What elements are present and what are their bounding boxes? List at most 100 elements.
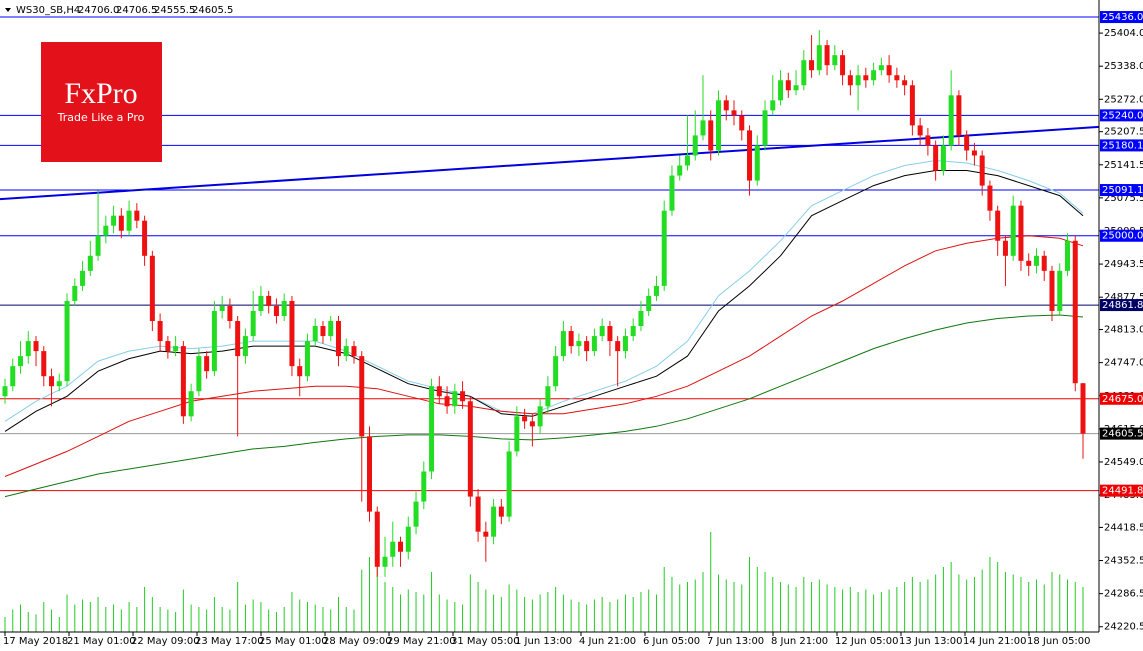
candle-body bbox=[568, 331, 574, 347]
candle-body bbox=[607, 326, 613, 342]
candle-body bbox=[863, 75, 869, 81]
candle-body bbox=[793, 85, 799, 91]
candle-body bbox=[584, 341, 590, 352]
candle-body bbox=[421, 471, 427, 502]
candle-body bbox=[343, 346, 349, 357]
level-label: 24861.8 bbox=[1102, 300, 1143, 311]
y-tick-label: 24418.5 bbox=[1104, 522, 1143, 533]
candle-body bbox=[677, 165, 683, 176]
candle-body bbox=[770, 100, 776, 111]
candle-body bbox=[374, 511, 380, 567]
candle-body bbox=[964, 135, 970, 151]
candle-body bbox=[522, 416, 528, 422]
candle-body bbox=[204, 356, 210, 372]
candle-body bbox=[1002, 240, 1008, 256]
x-tick-label: 28 May 09:00 bbox=[323, 636, 392, 647]
x-tick-label: 8 Jun 21:00 bbox=[771, 636, 828, 647]
candle-body bbox=[560, 331, 566, 357]
y-tick-label: 24220.5 bbox=[1104, 622, 1143, 633]
candle-body bbox=[126, 210, 132, 231]
level-label-box bbox=[1100, 184, 1143, 197]
x-tick-label: 12 Jun 05:00 bbox=[835, 636, 899, 647]
candle-body bbox=[878, 65, 884, 71]
candle-body bbox=[95, 235, 101, 256]
candle-body bbox=[715, 100, 721, 151]
candle-body bbox=[778, 80, 784, 101]
candle-body bbox=[227, 305, 233, 322]
candle-body bbox=[250, 310, 256, 337]
candle-body bbox=[196, 356, 202, 392]
candle-body bbox=[995, 210, 1001, 241]
y-tick-label: 25207.5 bbox=[1104, 127, 1143, 138]
x-tick-label: 6 Jun 05:00 bbox=[643, 636, 700, 647]
candle-body bbox=[956, 95, 962, 136]
candle-body bbox=[211, 310, 217, 372]
candle-body bbox=[498, 506, 504, 517]
candle-body bbox=[537, 406, 543, 427]
candle-body bbox=[785, 80, 791, 91]
candle-body bbox=[824, 45, 830, 66]
x-tick-label: 18 Jun 05:00 bbox=[1027, 636, 1091, 647]
candle-body bbox=[747, 130, 753, 181]
candle-body bbox=[281, 300, 287, 316]
level-label: 25240.0 bbox=[1102, 110, 1143, 121]
candle-body bbox=[467, 401, 473, 497]
candle-body bbox=[576, 341, 582, 347]
y-tick-label: 24286.5 bbox=[1104, 589, 1143, 600]
x-tick-label: 21 May 01:00 bbox=[67, 636, 136, 647]
candle-body bbox=[1080, 383, 1086, 434]
candle-body bbox=[266, 295, 272, 306]
candle-body bbox=[64, 300, 70, 382]
candle-body bbox=[382, 556, 388, 567]
header-value: 24555.5 bbox=[154, 5, 195, 16]
candle-body bbox=[940, 145, 946, 171]
candle-body bbox=[529, 421, 535, 427]
y-tick-label: 24943.5 bbox=[1104, 259, 1143, 270]
candle-body bbox=[111, 215, 117, 226]
x-tick-label: 23 May 17:00 bbox=[195, 636, 264, 647]
candle-body bbox=[646, 295, 652, 311]
candle-body bbox=[335, 321, 341, 357]
candle-body bbox=[591, 336, 597, 352]
candle-body bbox=[514, 416, 520, 452]
header-value: 24605.5 bbox=[192, 5, 233, 16]
y-tick-label: 24549.0 bbox=[1104, 457, 1143, 468]
x-tick-label: 17 May 2018 bbox=[3, 636, 68, 647]
candle-body bbox=[840, 55, 846, 76]
candle-body bbox=[188, 391, 194, 417]
candle-body bbox=[545, 386, 551, 407]
x-tick-label: 29 May 21:00 bbox=[387, 636, 456, 647]
candle-body bbox=[1033, 255, 1039, 266]
candle-body bbox=[491, 506, 497, 537]
x-tick-label: 7 Jun 13:00 bbox=[707, 636, 764, 647]
header-value: 24706.0 bbox=[78, 5, 119, 16]
candle-body bbox=[157, 321, 163, 342]
symbol: WS30_SB,H4 bbox=[16, 5, 80, 16]
candle-body bbox=[2, 386, 8, 397]
header-value: 24706.5 bbox=[116, 5, 157, 16]
trendline bbox=[0, 125, 1100, 201]
candle-body bbox=[1064, 240, 1070, 271]
candle-body bbox=[948, 95, 954, 146]
menu-arrow[interactable] bbox=[5, 8, 11, 12]
moving-average bbox=[4, 314, 1084, 498]
candle-body bbox=[429, 386, 435, 472]
level-label-box bbox=[1100, 229, 1143, 242]
candle-body bbox=[436, 386, 442, 397]
candle-body bbox=[41, 351, 47, 377]
candle-body bbox=[25, 341, 31, 357]
level-label-box bbox=[1100, 299, 1143, 312]
y-tick-label: 24352.5 bbox=[1104, 556, 1143, 567]
candle-body bbox=[235, 321, 241, 357]
level-label: 25180.1 bbox=[1102, 140, 1143, 151]
candle-body bbox=[452, 391, 458, 407]
candle-body bbox=[103, 225, 109, 236]
candle-body bbox=[886, 65, 892, 76]
candle-body bbox=[917, 125, 923, 136]
y-tick-label: 25338.0 bbox=[1104, 61, 1143, 72]
candle-body bbox=[87, 255, 93, 271]
level-label: 24491.8 bbox=[1102, 486, 1143, 497]
candle-body bbox=[832, 55, 838, 66]
candle-body bbox=[72, 285, 78, 301]
